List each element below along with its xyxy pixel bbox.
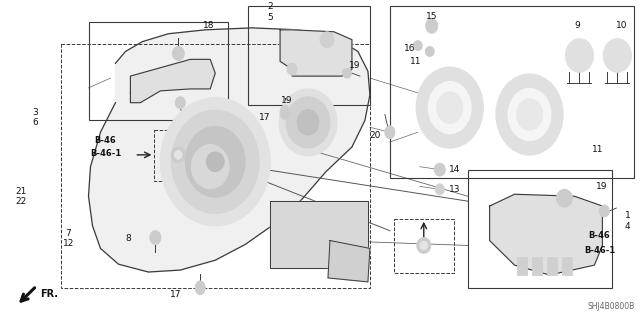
- Text: 21
22: 21 22: [15, 187, 26, 206]
- Ellipse shape: [172, 147, 186, 163]
- Text: 17: 17: [259, 113, 271, 122]
- Bar: [61, 44, 370, 288]
- Ellipse shape: [509, 89, 550, 140]
- Ellipse shape: [435, 184, 444, 195]
- Polygon shape: [280, 30, 352, 76]
- Ellipse shape: [186, 126, 245, 197]
- Text: 14: 14: [449, 165, 460, 174]
- Text: 19: 19: [596, 182, 607, 191]
- Text: SHJ4B0800B: SHJ4B0800B: [587, 302, 634, 311]
- Text: 18: 18: [202, 21, 214, 30]
- Ellipse shape: [425, 47, 435, 56]
- Ellipse shape: [420, 241, 428, 250]
- Ellipse shape: [279, 89, 337, 156]
- Ellipse shape: [286, 97, 330, 148]
- Text: 19: 19: [282, 96, 293, 105]
- Text: B-46: B-46: [589, 231, 611, 240]
- Text: 13: 13: [449, 185, 460, 194]
- Ellipse shape: [417, 68, 482, 147]
- Text: 15: 15: [426, 11, 438, 20]
- Ellipse shape: [161, 98, 270, 226]
- Polygon shape: [328, 241, 370, 282]
- Text: 11: 11: [410, 57, 422, 66]
- Ellipse shape: [413, 41, 422, 50]
- Polygon shape: [490, 194, 602, 275]
- Text: 20: 20: [369, 131, 381, 140]
- Bar: [248, 6, 370, 105]
- Text: 11: 11: [591, 145, 603, 154]
- Polygon shape: [270, 201, 368, 268]
- Ellipse shape: [320, 32, 334, 48]
- Ellipse shape: [436, 92, 463, 123]
- Bar: [394, 219, 454, 273]
- Bar: [154, 130, 202, 182]
- Ellipse shape: [191, 145, 229, 189]
- Ellipse shape: [497, 75, 562, 154]
- Text: B-46: B-46: [95, 136, 116, 145]
- Bar: [88, 22, 228, 120]
- Bar: [563, 257, 572, 275]
- Ellipse shape: [604, 39, 631, 72]
- Text: 2
5: 2 5: [268, 3, 273, 22]
- Text: B-46-1: B-46-1: [90, 149, 121, 159]
- Ellipse shape: [280, 106, 290, 119]
- Text: 17: 17: [170, 290, 181, 299]
- Ellipse shape: [206, 152, 224, 172]
- Ellipse shape: [174, 151, 182, 159]
- Text: FR.: FR.: [40, 289, 59, 299]
- Ellipse shape: [417, 238, 431, 253]
- Ellipse shape: [172, 110, 259, 213]
- Ellipse shape: [426, 19, 438, 33]
- Bar: [516, 257, 527, 275]
- Polygon shape: [131, 59, 215, 103]
- Text: 19: 19: [349, 61, 361, 70]
- Ellipse shape: [385, 126, 395, 139]
- Ellipse shape: [557, 189, 572, 207]
- Polygon shape: [88, 28, 370, 272]
- Text: 9: 9: [575, 21, 580, 30]
- Bar: [390, 6, 634, 179]
- Ellipse shape: [566, 39, 593, 72]
- Ellipse shape: [429, 82, 470, 133]
- Text: 3
6: 3 6: [33, 108, 38, 127]
- Ellipse shape: [175, 97, 186, 108]
- Ellipse shape: [195, 281, 205, 295]
- Ellipse shape: [172, 47, 184, 60]
- Ellipse shape: [600, 205, 609, 217]
- Ellipse shape: [150, 231, 161, 244]
- Bar: [532, 257, 542, 275]
- Text: 10: 10: [616, 21, 627, 30]
- Text: 8: 8: [125, 234, 131, 243]
- Text: B-46-1: B-46-1: [584, 246, 615, 255]
- Ellipse shape: [435, 163, 445, 176]
- Bar: [547, 257, 557, 275]
- Text: 16: 16: [404, 44, 415, 53]
- Text: 1
4: 1 4: [625, 211, 630, 231]
- Bar: [468, 170, 612, 288]
- Ellipse shape: [297, 110, 319, 135]
- Ellipse shape: [516, 99, 543, 130]
- Ellipse shape: [287, 63, 297, 75]
- Ellipse shape: [342, 68, 351, 78]
- Text: 7
12: 7 12: [63, 229, 74, 248]
